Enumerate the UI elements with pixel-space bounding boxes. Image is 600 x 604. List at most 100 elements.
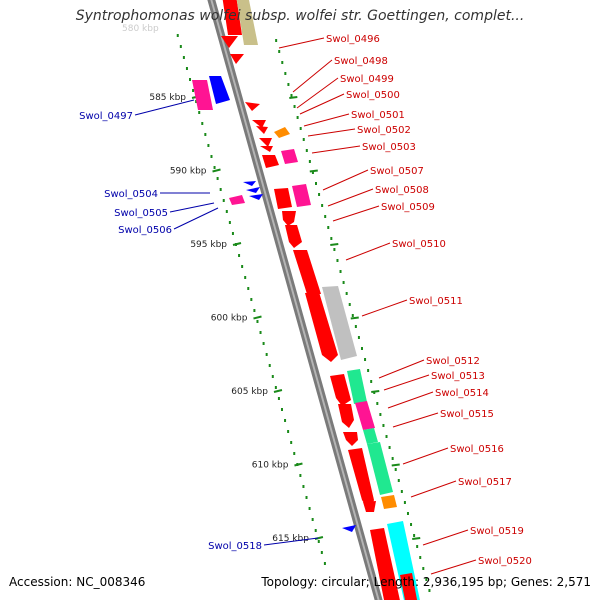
gene-label-swol_0512[interactable]: Swol_0512 [426, 356, 480, 367]
gene-label-callout [378, 359, 425, 379]
gene-arrow[interactable] [230, 54, 244, 64]
gene-label-swol_0516[interactable]: Swol_0516 [450, 444, 504, 455]
kbp-label: 590 kbp [170, 167, 207, 177]
track-dot [317, 540, 320, 543]
gene-magenta-small[interactable] [229, 195, 245, 205]
gene-label-swol_0498[interactable]: Swol_0498 [334, 56, 388, 67]
gene-arrow[interactable] [260, 146, 273, 152]
gene-0511-gray[interactable] [322, 286, 357, 360]
accession-info: Accession: NC_008346 [9, 575, 146, 589]
topology-info: Topology: circular; Length: 2,936,195 bp… [261, 575, 591, 589]
gene-magenta[interactable] [281, 149, 298, 164]
gene-0516-green[interactable] [367, 442, 393, 495]
gene-label-swol_0499[interactable]: Swol_0499 [340, 74, 394, 85]
gene-olive-box[interactable] [236, 0, 258, 45]
gene-arrow[interactable] [282, 211, 296, 226]
gene-label-callout [402, 447, 449, 465]
gene-0512-red[interactable] [330, 374, 351, 406]
gene-0510-red[interactable] [293, 250, 321, 294]
gene-label-callout [292, 59, 333, 93]
gene-0511-red[interactable] [305, 292, 338, 362]
gene-label-swol_0510[interactable]: Swol_0510 [392, 239, 446, 250]
kbp-label: 595 kbp [190, 240, 227, 250]
gene-arrow[interactable] [259, 138, 272, 147]
gene-0519-red[interactable] [370, 528, 401, 604]
track-dot [204, 133, 207, 136]
track-dot [400, 490, 403, 493]
gene-0518-blue[interactable] [342, 525, 356, 532]
gene-0520-red[interactable] [400, 573, 418, 604]
gene-label-swol_0505[interactable]: Swol_0505 [114, 208, 168, 219]
gene-label-swol_0515[interactable]: Swol_0515 [440, 409, 494, 420]
gene-label-swol_0506[interactable]: Swol_0506 [118, 225, 172, 236]
gene-label-swol_0500[interactable]: Swol_0500 [346, 90, 400, 101]
track-dot [419, 556, 422, 559]
gene-features [192, 0, 421, 604]
gene-0497-magenta[interactable] [192, 80, 213, 110]
gene-orange[interactable] [274, 127, 290, 138]
track-dot [287, 430, 290, 433]
gene-red-box[interactable] [274, 188, 292, 209]
gene-0496-box[interactable] [222, 0, 242, 35]
gene-label-callout [303, 113, 350, 127]
gene-label-swol_0518[interactable]: Swol_0518 [208, 541, 262, 552]
kbp-tick [273, 389, 283, 393]
track-dot [296, 116, 299, 119]
gene-arrow[interactable] [252, 120, 266, 128]
gene-label-swol_0496[interactable]: Swol_0496 [326, 34, 380, 45]
gene-0515-red[interactable] [343, 432, 358, 446]
gene-0515-green[interactable] [363, 428, 378, 444]
gene-arrow[interactable] [245, 102, 260, 111]
track-dot [210, 155, 213, 158]
track-dot [305, 496, 308, 499]
gene-label-swol_0508[interactable]: Swol_0508 [375, 185, 429, 196]
gene-label-swol_0503[interactable]: Swol_0503 [362, 142, 416, 153]
gene-label-swol_0509[interactable]: Swol_0509 [381, 202, 435, 213]
kbp-label: 610 kbp [252, 461, 289, 471]
gene-label-callout [307, 128, 356, 137]
gene-0512-green[interactable] [347, 369, 367, 404]
gene-label-swol_0511[interactable]: Swol_0511 [409, 296, 463, 307]
gene-label-swol_0501[interactable]: Swol_0501 [351, 110, 405, 121]
gene-arrow[interactable] [221, 36, 238, 48]
track-dot [308, 507, 311, 510]
gene-label-swol_0502[interactable]: Swol_0502 [357, 125, 411, 136]
gene-red-box[interactable] [285, 225, 302, 248]
gene-label-swol_0520[interactable]: Swol_0520 [478, 556, 532, 567]
track-dot [201, 122, 204, 125]
gene-magenta[interactable] [292, 184, 311, 207]
track-dot [284, 419, 287, 422]
gene-label-swol_0497[interactable]: Swol_0497 [79, 111, 133, 122]
gene-0504-blue[interactable] [243, 181, 256, 186]
track-dot [287, 83, 290, 86]
track-dot [225, 210, 228, 213]
gene-0514-red[interactable] [338, 404, 354, 428]
track-dot [422, 567, 425, 570]
gene-label-callout [169, 202, 215, 213]
gene-0497-blue[interactable] [209, 76, 230, 104]
gene-label-callout [296, 77, 339, 109]
gene-label-swol_0517[interactable]: Swol_0517 [458, 477, 512, 488]
gene-0505-blue[interactable] [246, 187, 260, 193]
gene-0516-red[interactable] [348, 448, 374, 512]
track-dot [185, 67, 188, 70]
track-dot [195, 100, 198, 103]
gene-0513-magenta[interactable] [355, 401, 375, 430]
gene-0517-orange[interactable] [381, 495, 397, 509]
gene-arrow[interactable] [256, 126, 268, 134]
gene-arrow[interactable] [363, 501, 376, 512]
gene-red-box[interactable] [262, 155, 279, 168]
track-dot [413, 534, 416, 537]
gene-label-swol_0519[interactable]: Swol_0519 [470, 526, 524, 537]
gene-label-callout [173, 207, 219, 230]
gene-label-swol_0504[interactable]: Swol_0504 [104, 189, 158, 200]
gene-label-swol_0507[interactable]: Swol_0507 [370, 166, 424, 177]
track-dot [277, 397, 280, 400]
gene-label-swol_0514[interactable]: Swol_0514 [435, 388, 489, 399]
kbp-label: 600 kbp [211, 314, 248, 324]
gene-0506-blue[interactable] [249, 194, 263, 200]
track-dot [416, 545, 419, 548]
gene-label-swol_0513[interactable]: Swol_0513 [431, 371, 485, 382]
